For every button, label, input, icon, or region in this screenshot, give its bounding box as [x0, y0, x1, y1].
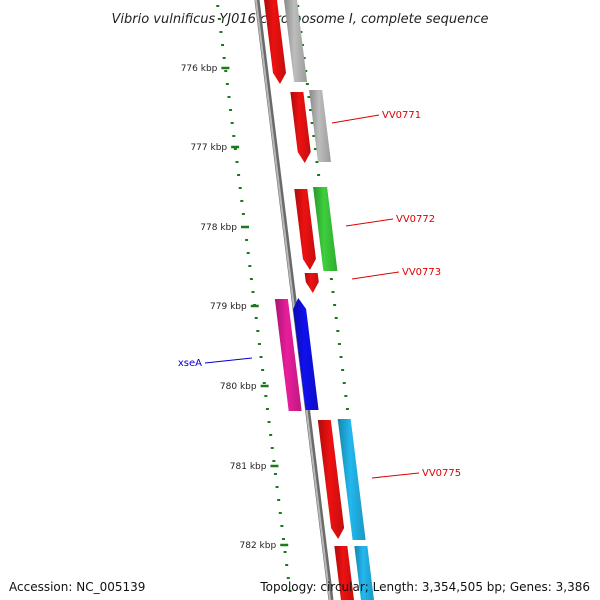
label-leader-line	[331, 114, 380, 124]
tick-label: 778 kbp	[200, 223, 237, 233]
gene-feature	[354, 546, 374, 600]
tick-label: 779 kbp	[210, 302, 247, 312]
gene-label: VV0771	[382, 110, 421, 121]
gene-feature	[293, 298, 319, 410]
tick-label: 782 kbp	[240, 541, 277, 551]
gene-feature	[274, 299, 302, 411]
gene-feature	[317, 420, 345, 539]
tick-label: 780 kbp	[220, 382, 257, 392]
gene-feature	[294, 189, 316, 270]
sequence-summary: Topology: circular; Length: 3,354,505 bp…	[260, 580, 590, 594]
label-leader-line	[204, 357, 253, 364]
gene-feature	[263, 0, 287, 84]
gene-labels: VV0771 VV0772 VV0773 xseA VV0775	[178, 110, 461, 479]
tick-label: 781 kbp	[230, 462, 267, 472]
accession-text: Accession: NC_005139	[9, 580, 146, 594]
gene-label: VV0773	[402, 267, 441, 278]
gene-feature	[313, 187, 338, 271]
gene-label: VV0775	[422, 468, 461, 479]
gene-label: xseA	[178, 358, 202, 369]
label-leader-line	[371, 472, 420, 479]
gene-feature	[290, 92, 311, 163]
backbone	[254, 0, 334, 600]
label-leader-line	[345, 218, 394, 227]
gene-feature	[334, 546, 354, 600]
gene-tracks	[263, 0, 374, 600]
gene-label: VV0772	[396, 214, 435, 225]
tick-label: 777 kbp	[190, 143, 227, 153]
label-leader-line	[351, 271, 400, 280]
gene-feature	[337, 419, 366, 540]
gene-feature	[304, 273, 319, 293]
scale-ticks: 776 kbp 777 kbp 778 kbp 779 kbp 780 kbp 781 k…	[181, 64, 289, 551]
tick-label: 776 kbp	[181, 64, 218, 74]
gene-feature	[283, 0, 308, 82]
gene-feature	[309, 90, 331, 162]
